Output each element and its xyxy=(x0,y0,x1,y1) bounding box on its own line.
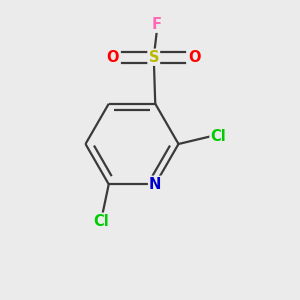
Text: Cl: Cl xyxy=(93,214,109,229)
Text: Cl: Cl xyxy=(211,129,226,144)
Text: O: O xyxy=(106,50,119,65)
Text: F: F xyxy=(152,17,162,32)
Text: O: O xyxy=(189,50,201,65)
Text: N: N xyxy=(149,177,161,192)
Text: S: S xyxy=(148,50,159,65)
